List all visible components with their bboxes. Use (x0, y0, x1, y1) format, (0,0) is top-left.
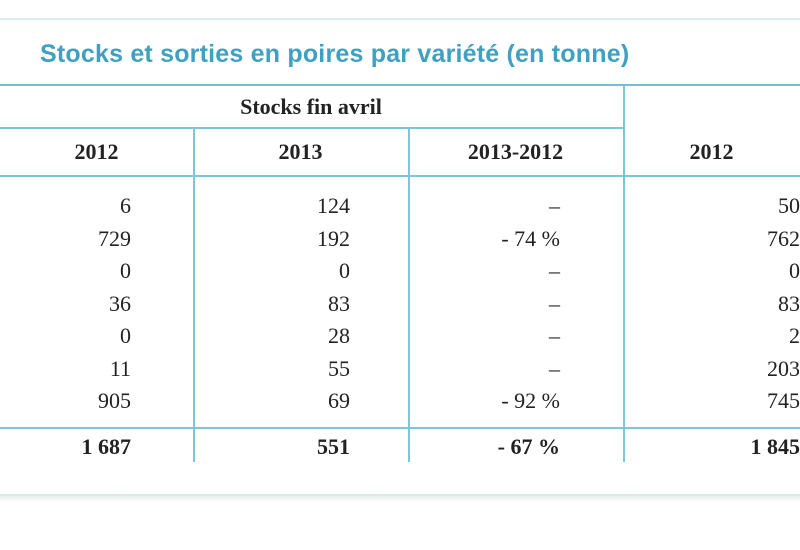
table-cell: - 92 % (501, 388, 560, 413)
column-divider (408, 127, 410, 462)
table-cell: 192 (317, 226, 350, 251)
column-header-2012: 2012 (74, 139, 119, 164)
table-cell: – (549, 356, 560, 381)
table-cell: 905 (98, 388, 131, 413)
column-divider (623, 86, 625, 462)
table-cell: 28 (328, 323, 350, 348)
bottom-shadow (0, 494, 800, 502)
table-cell: 124 (317, 193, 350, 218)
column-header-diff: 2013-2012 (467, 139, 564, 164)
table-cell: - 74 % (501, 226, 560, 251)
total-cell: 1 845 (750, 434, 800, 459)
total-cell: 551 (317, 434, 350, 459)
table-cell: – (549, 291, 560, 316)
table-cell: 0 (339, 258, 350, 283)
table-cell: 729 (98, 226, 131, 251)
table-cell: 2 (789, 323, 800, 348)
column-header-2012-sorties: 2012 (689, 139, 734, 164)
table-cell: 36 (109, 291, 131, 316)
table-cell: 55 (328, 356, 350, 381)
table-cell: – (549, 193, 560, 218)
column-divider (193, 127, 195, 462)
top-rule (0, 18, 800, 20)
total-rule (0, 427, 800, 429)
total-cell: 1 687 (81, 434, 132, 459)
table-title: Stocks et sorties en poires par variété … (40, 40, 630, 68)
table-cell: 69 (328, 388, 350, 413)
table-cell: – (549, 323, 560, 348)
table-cell: 203 (767, 356, 800, 381)
table-cell: 11 (109, 356, 131, 381)
table-cell: 0 (120, 323, 131, 348)
total-cell: - 67 % (497, 434, 560, 459)
table-cell: 0 (789, 258, 800, 283)
table-cell: 745 (767, 388, 800, 413)
table-cell: 6 (120, 193, 131, 218)
table-cell: 50 (778, 193, 800, 218)
table-cell: – (549, 258, 560, 283)
column-header-2013: 2013 (278, 139, 323, 164)
group-header-stocks: Stocks fin avril (240, 94, 382, 119)
header-bottom-rule (0, 175, 800, 177)
table-cell: 0 (120, 258, 131, 283)
table-cell: 762 (767, 226, 800, 251)
table-cell: 83 (328, 291, 350, 316)
table-cell: 83 (778, 291, 800, 316)
header-divider (0, 127, 623, 129)
